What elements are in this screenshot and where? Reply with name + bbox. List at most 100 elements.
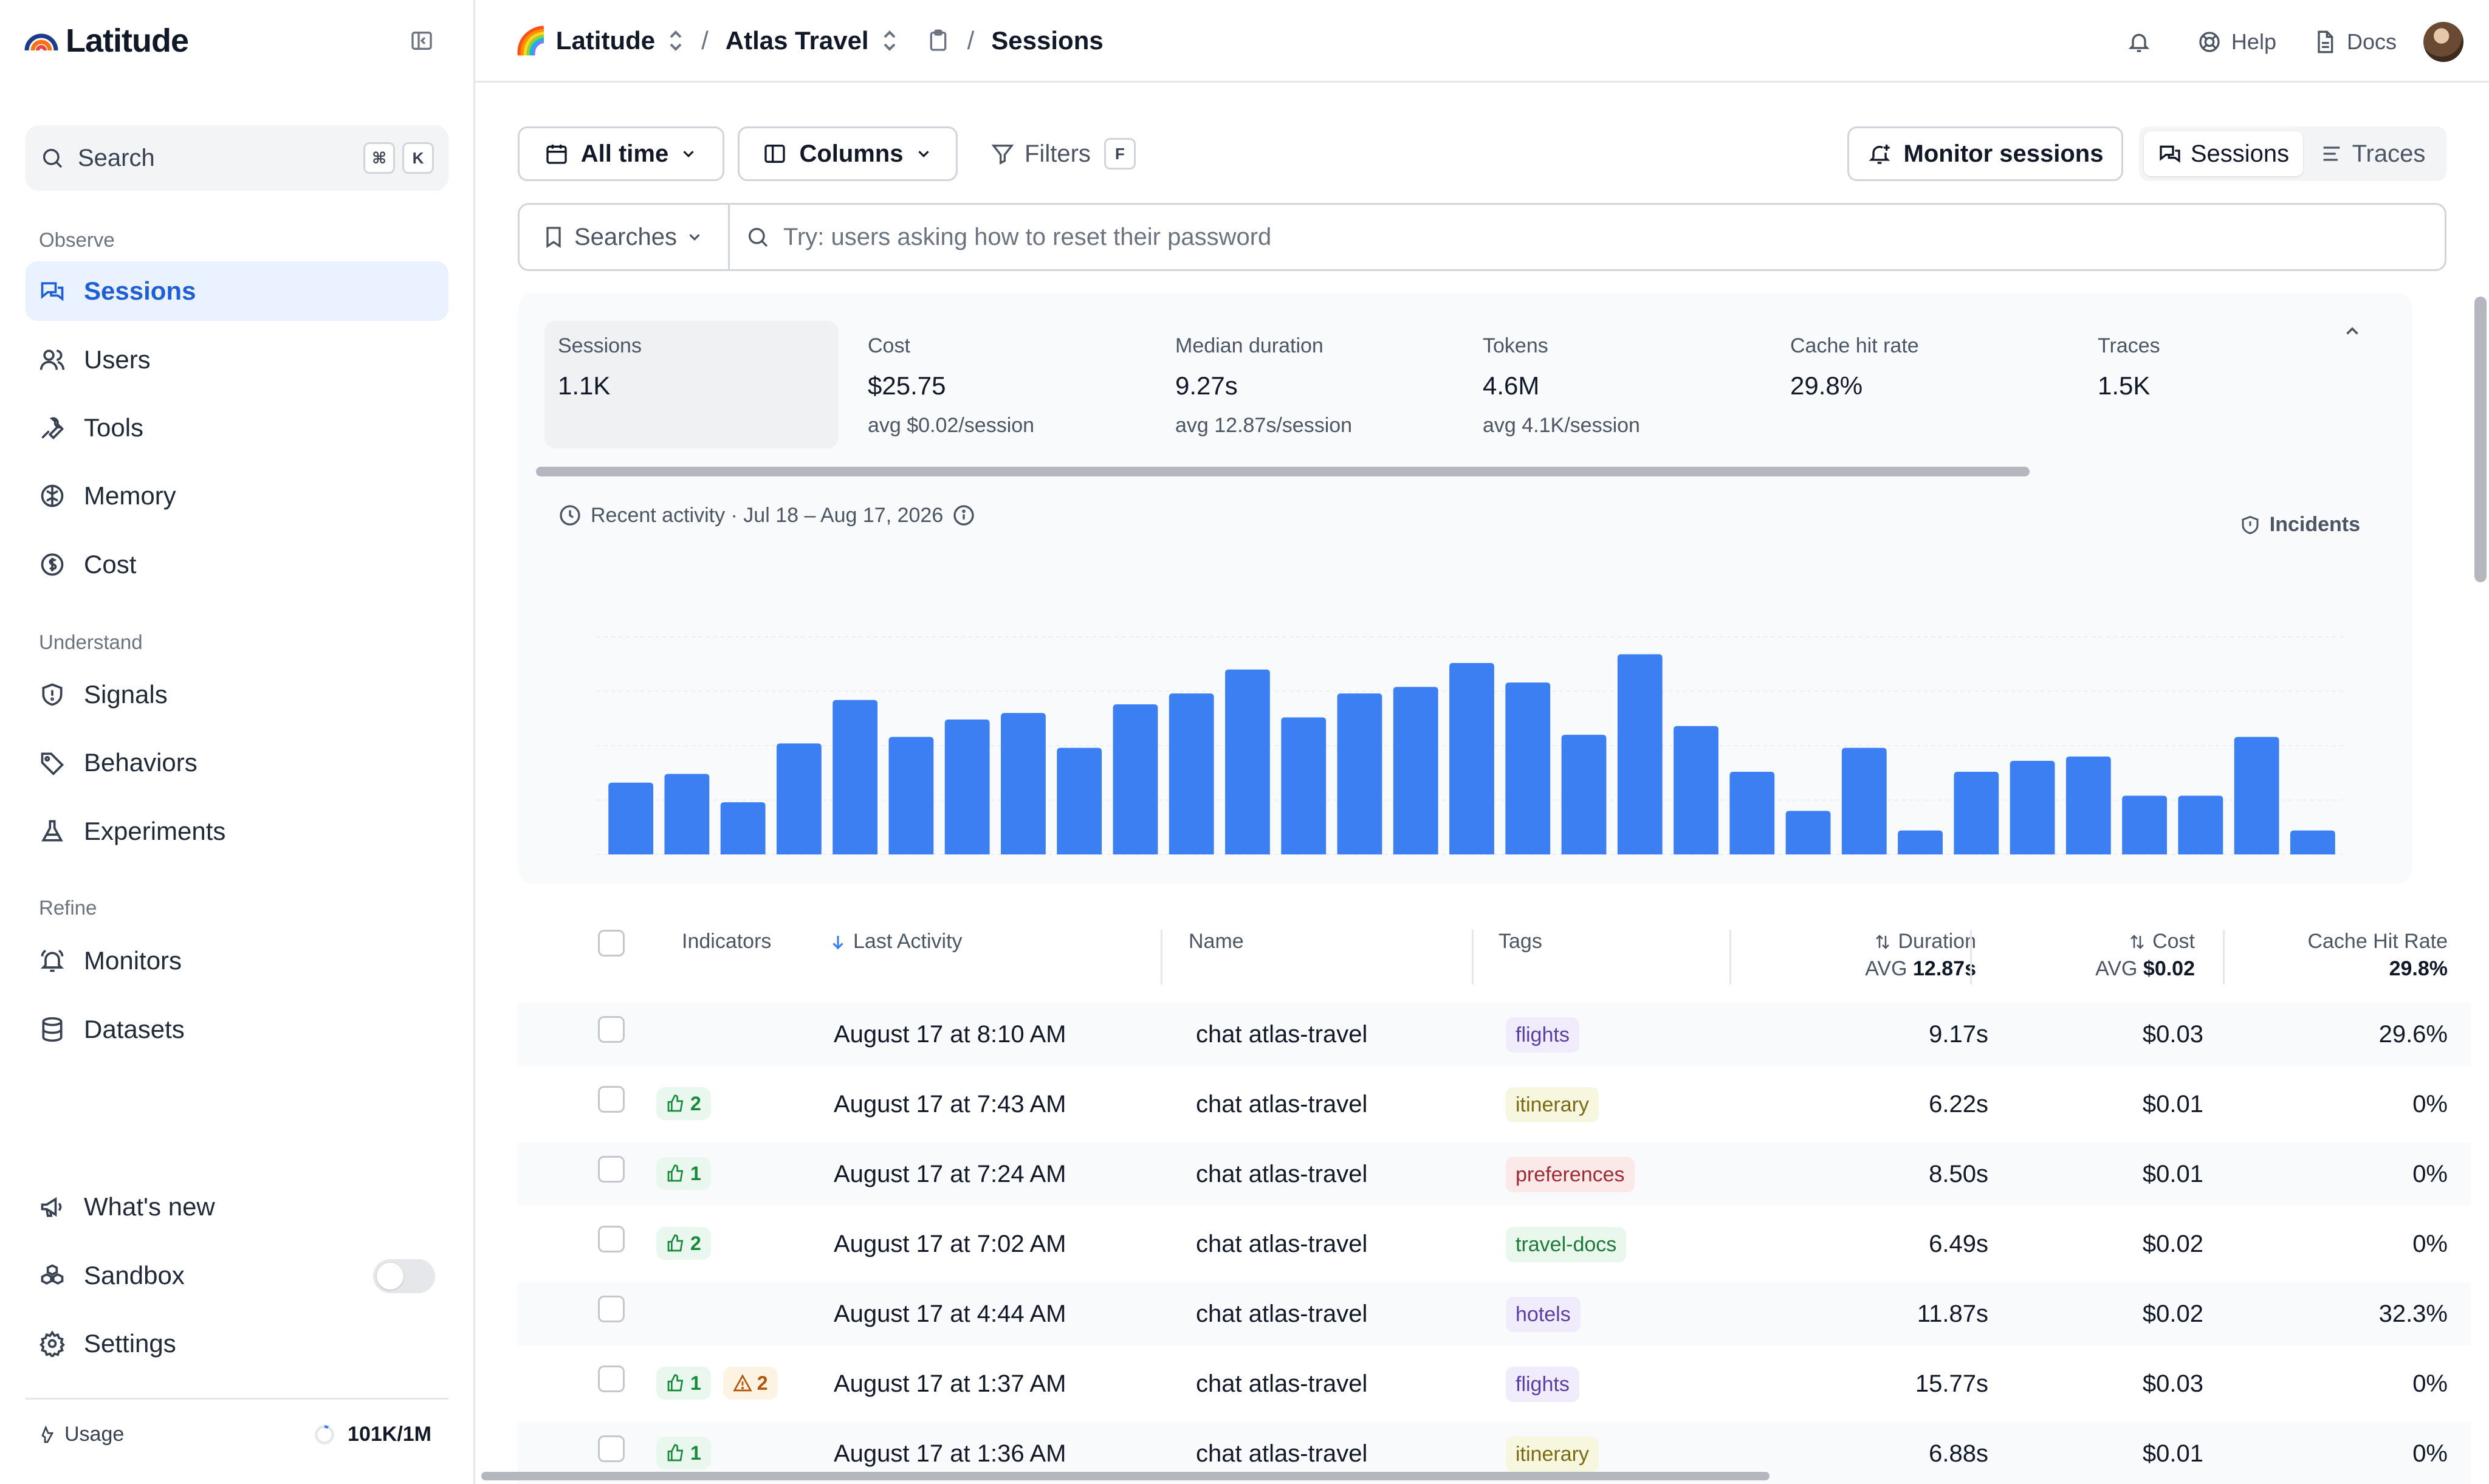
view-sessions-tab[interactable]: Sessions — [2144, 131, 2303, 176]
chart-bar[interactable] — [2234, 737, 2279, 854]
chart-bar[interactable] — [888, 737, 934, 854]
metric-cache-hit-rate[interactable]: Cache hit rate 29.8% — [1777, 321, 2071, 448]
filters-button[interactable]: Filters F — [990, 126, 1136, 181]
breadcrumb-org[interactable]: Latitude — [555, 26, 656, 55]
chart-bar[interactable] — [2122, 795, 2167, 854]
chart-bar[interactable] — [1785, 811, 1831, 854]
sidebar-item-sessions[interactable]: Sessions — [26, 261, 448, 321]
incidents-toggle[interactable]: Incidents — [2239, 513, 2360, 537]
sidebar-item-monitors[interactable]: Monitors — [26, 931, 448, 991]
table-row[interactable]: August 17 at 4:44 AM chat atlas-travel hot… — [518, 1282, 2471, 1345]
col-tags[interactable]: Tags — [1499, 930, 1542, 953]
row-tag[interactable]: itinerary — [1506, 1087, 1599, 1122]
sidebar-item-memory[interactable]: Memory — [26, 466, 448, 526]
metric-sessions[interactable]: Sessions 1.1K — [544, 321, 839, 448]
saved-searches-button[interactable]: Searches — [520, 205, 730, 269]
breadcrumb-project[interactable]: Atlas Travel — [725, 26, 869, 55]
chart-bar[interactable] — [944, 720, 990, 854]
chart-bar[interactable] — [720, 802, 766, 854]
table-row[interactable]: 1 August 17 at 7:24 AM chat atlas-travel pr… — [518, 1142, 2471, 1206]
row-checkbox[interactable] — [598, 1365, 625, 1392]
chart-bar[interactable] — [1113, 704, 1158, 854]
chart-bar[interactable] — [1729, 771, 1775, 854]
time-range-button[interactable]: All time — [518, 126, 724, 181]
chart-bar[interactable] — [1057, 747, 1102, 854]
table-row[interactable]: 1 2 August 17 at 1:37 AM chat atlas-travel f… — [518, 1352, 2471, 1415]
sidebar-item-users[interactable]: Users — [26, 330, 448, 390]
row-tag[interactable]: preferences — [1506, 1157, 1635, 1192]
row-tag[interactable]: flights — [1506, 1017, 1579, 1053]
column-divider[interactable] — [1729, 930, 1731, 984]
help-button[interactable]: Help — [2197, 29, 2276, 55]
chart-bar[interactable] — [1169, 693, 1214, 854]
table-row[interactable]: August 17 at 8:10 AM chat atlas-travel fli… — [518, 1003, 2471, 1066]
row-tag[interactable]: travel-docs — [1506, 1227, 1627, 1262]
metric-traces[interactable]: Traces 1.5K — [2084, 321, 2378, 448]
metric-tokens[interactable]: Tokens 4.6M avg 4.1K/session — [1469, 321, 1763, 448]
chevron-up-icon[interactable] — [2342, 321, 2363, 342]
chart-bar[interactable] — [777, 743, 822, 854]
chart-bar[interactable] — [1001, 713, 1046, 854]
chart-bar[interactable] — [1225, 669, 1270, 854]
sidebar-search[interactable]: Search ⌘ K — [26, 125, 448, 191]
thumbs-up-indicator[interactable]: 1 — [656, 1367, 711, 1400]
sidebar-item-settings[interactable]: Settings — [26, 1314, 448, 1373]
warning-indicator[interactable]: 2 — [723, 1367, 778, 1400]
columns-button[interactable]: Columns — [738, 126, 958, 181]
clipboard-icon[interactable] — [926, 29, 950, 53]
chart-bar[interactable] — [2178, 795, 2223, 854]
column-divider[interactable] — [1970, 930, 1972, 984]
chart-bar[interactable] — [1674, 726, 1718, 854]
metric-median-duration[interactable]: Median duration 9.27s avg 12.87s/session — [1162, 321, 1456, 448]
thumbs-up-indicator[interactable]: 2 — [656, 1087, 711, 1120]
metrics-scrollbar[interactable] — [536, 467, 2030, 476]
query-input[interactable] — [783, 223, 2363, 251]
row-checkbox[interactable] — [598, 1226, 625, 1252]
col-duration[interactable]: Duration AVG 12.87s — [1763, 930, 1976, 981]
sandbox-toggle[interactable] — [373, 1259, 435, 1293]
chart-bar[interactable] — [2290, 830, 2335, 854]
column-divider[interactable] — [1161, 930, 1162, 984]
notifications-button[interactable] — [2127, 30, 2161, 54]
chart-bar[interactable] — [1898, 830, 1943, 854]
chart-bar[interactable] — [1449, 662, 1494, 854]
chart-bar[interactable] — [2010, 761, 2055, 854]
docs-button[interactable]: Docs — [2313, 29, 2397, 55]
select-all-checkbox[interactable] — [598, 930, 625, 957]
monitor-sessions-button[interactable]: Monitor sessions — [1847, 126, 2123, 181]
sidebar-item-tools[interactable]: Tools — [26, 398, 448, 458]
collapse-sidebar-button[interactable] — [408, 27, 436, 55]
row-tag[interactable]: hotels — [1506, 1297, 1581, 1332]
row-tag[interactable]: itinerary — [1506, 1437, 1599, 1472]
chart-bar[interactable] — [1281, 717, 1327, 854]
chart-bar[interactable] — [664, 774, 710, 854]
page-vertical-scrollbar[interactable] — [2474, 297, 2487, 582]
chart-bar[interactable] — [1841, 747, 1887, 854]
sidebar-item-signals[interactable]: Signals — [26, 665, 448, 724]
row-checkbox[interactable] — [598, 1296, 625, 1322]
chevron-up-down-icon[interactable] — [667, 29, 684, 53]
chart-bar[interactable] — [1505, 682, 1551, 854]
chart-bar[interactable] — [608, 782, 654, 854]
row-tag[interactable]: flights — [1506, 1367, 1579, 1402]
row-checkbox[interactable] — [598, 1156, 625, 1183]
info-icon[interactable] — [952, 503, 976, 527]
col-cost[interactable]: Cost AVG $0.02 — [1988, 930, 2195, 981]
table-row[interactable]: 2 August 17 at 7:43 AM chat atlas-travel it… — [518, 1073, 2471, 1136]
table-horizontal-scrollbar[interactable] — [481, 1472, 1770, 1480]
chart-bar[interactable] — [833, 699, 878, 854]
chart-bar[interactable] — [1561, 735, 1607, 854]
chart-bar[interactable] — [1617, 654, 1663, 854]
thumbs-up-indicator[interactable]: 2 — [656, 1227, 711, 1260]
user-avatar[interactable] — [2423, 22, 2463, 62]
chart-bar[interactable] — [2065, 756, 2111, 854]
table-row[interactable]: 2 August 17 at 7:02 AM chat atlas-travel tr… — [518, 1212, 2471, 1276]
thumbs-up-indicator[interactable]: 1 — [656, 1437, 711, 1469]
col-name[interactable]: Name — [1189, 930, 1244, 953]
chart-bar[interactable] — [1337, 693, 1382, 854]
logo[interactable]: Latitude — [24, 21, 449, 61]
sidebar-item-experiments[interactable]: Experiments — [26, 802, 448, 861]
row-checkbox[interactable] — [598, 1086, 625, 1113]
column-divider[interactable] — [2223, 930, 2225, 984]
metric-cost[interactable]: Cost $25.75 avg $0.02/session — [854, 321, 1148, 448]
